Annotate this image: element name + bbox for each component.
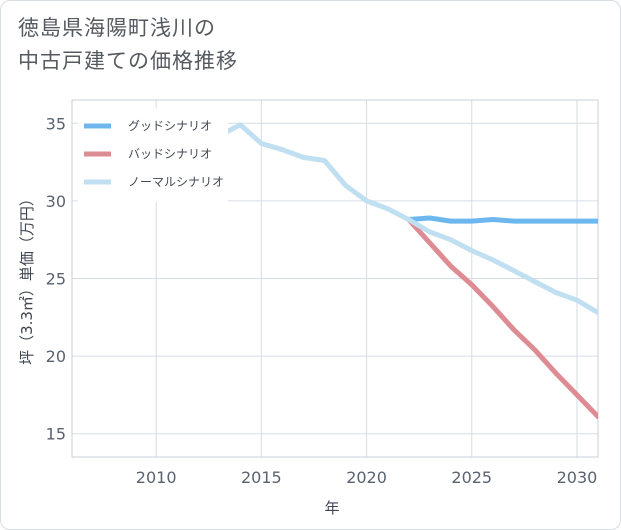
axis-layer <box>71 99 599 458</box>
y-tick-label-30: 30 <box>46 192 66 211</box>
plot-area <box>71 99 599 458</box>
y-tick-label-20: 20 <box>46 347 66 366</box>
legend-label-normal-scenario: ノーマルシナリオ <box>128 175 224 189</box>
legend-label-good-scenario: グッドシナリオ <box>128 119 212 133</box>
y-tick-label-15: 15 <box>46 425 66 444</box>
page-title-line-1: 徳島県海陽町浅川の <box>18 16 216 40</box>
series-line-good-scenario <box>406 215 598 224</box>
x-tick-label-2010: 2010 <box>136 468 177 487</box>
y-tick-label-25: 25 <box>46 270 66 289</box>
legend-label-bad-scenario: バッドシナリオ <box>128 147 212 161</box>
x-axis-title: 年 <box>324 499 339 517</box>
grid-layer <box>72 100 598 457</box>
series-line-bad-scenario <box>406 217 598 420</box>
y-tick-label-35: 35 <box>46 114 66 133</box>
page-title-line-2: 中古戸建ての価格推移 <box>18 49 238 73</box>
x-tick-label-2020: 2020 <box>346 468 387 487</box>
x-tick-label-2025: 2025 <box>451 468 492 487</box>
page-title: 徳島県海陽町浅川の 中古戸建ての価格推移 <box>18 12 238 78</box>
y-axis-title: 坪（3.3㎡）単価（万円） <box>18 191 36 365</box>
x-tick-label-2030: 2030 <box>557 468 598 487</box>
x-tick-label-2015: 2015 <box>241 468 282 487</box>
